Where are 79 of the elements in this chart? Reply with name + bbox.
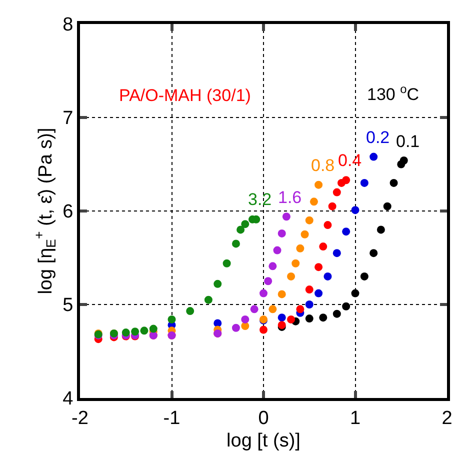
point — [314, 289, 323, 298]
point — [236, 226, 245, 234]
series-label: 0.2 — [366, 128, 390, 147]
point — [168, 315, 176, 324]
point — [332, 249, 341, 258]
point — [376, 226, 385, 234]
series-label: 1.6 — [278, 188, 302, 207]
point — [186, 307, 194, 316]
x-tick-label: -1 — [163, 408, 180, 429]
point — [351, 206, 360, 214]
point — [328, 202, 336, 210]
annotation: 130 $^{o}$C — [367, 82, 419, 104]
point — [232, 240, 240, 248]
point — [314, 180, 323, 189]
point — [287, 272, 296, 280]
point — [241, 220, 250, 228]
point — [305, 216, 314, 224]
point — [241, 315, 250, 324]
point — [260, 289, 268, 298]
point — [360, 272, 368, 280]
point — [400, 156, 408, 165]
point — [122, 328, 130, 337]
x-tick-label: 0 — [258, 408, 269, 429]
point — [214, 319, 222, 328]
y-tick-label: 4 — [62, 388, 74, 410]
point — [222, 259, 231, 268]
point — [305, 300, 314, 308]
point — [292, 259, 300, 268]
series-label: 0.4 — [338, 151, 362, 170]
point — [232, 324, 240, 332]
point — [360, 178, 368, 187]
series-label: 3.2 — [248, 190, 272, 209]
point — [332, 310, 341, 318]
y-tick-label: 6 — [62, 202, 74, 223]
point — [300, 230, 309, 238]
point — [214, 280, 222, 288]
point — [278, 314, 286, 322]
y-tick-label: 8 — [62, 14, 74, 36]
point — [140, 326, 148, 335]
point — [273, 246, 282, 254]
point — [310, 198, 318, 206]
point — [342, 176, 350, 184]
point — [324, 221, 332, 230]
point — [324, 272, 332, 280]
point — [342, 228, 350, 236]
x-tick-label: 2 — [442, 408, 452, 429]
point — [314, 263, 323, 272]
point — [287, 315, 296, 324]
point — [296, 244, 304, 252]
point — [204, 296, 212, 304]
x-axis-title: log [t (s)] — [226, 430, 300, 452]
point — [319, 314, 328, 322]
point — [383, 202, 392, 210]
point — [268, 305, 277, 314]
point — [296, 305, 304, 314]
point — [332, 188, 341, 196]
point — [351, 289, 360, 298]
point — [390, 178, 398, 187]
point — [250, 305, 258, 314]
point — [370, 152, 378, 161]
point — [268, 262, 277, 270]
point — [282, 212, 290, 221]
point — [278, 290, 286, 298]
point — [319, 242, 328, 251]
series-label: 0.1 — [396, 132, 420, 151]
point — [370, 249, 378, 258]
point — [305, 286, 314, 294]
point — [260, 326, 268, 334]
y-tick-label: 5 — [62, 295, 74, 316]
series-label: 0.8 — [311, 156, 335, 175]
point — [264, 277, 272, 286]
point — [278, 229, 286, 238]
point — [305, 314, 314, 323]
point — [131, 328, 140, 336]
point — [342, 302, 350, 310]
x-tick-label: 1 — [350, 408, 361, 429]
x-tick-label: -2 — [72, 408, 88, 429]
annotation: PA/O-MAH (30/1) — [119, 86, 251, 105]
y-tick-label: 7 — [62, 108, 74, 130]
